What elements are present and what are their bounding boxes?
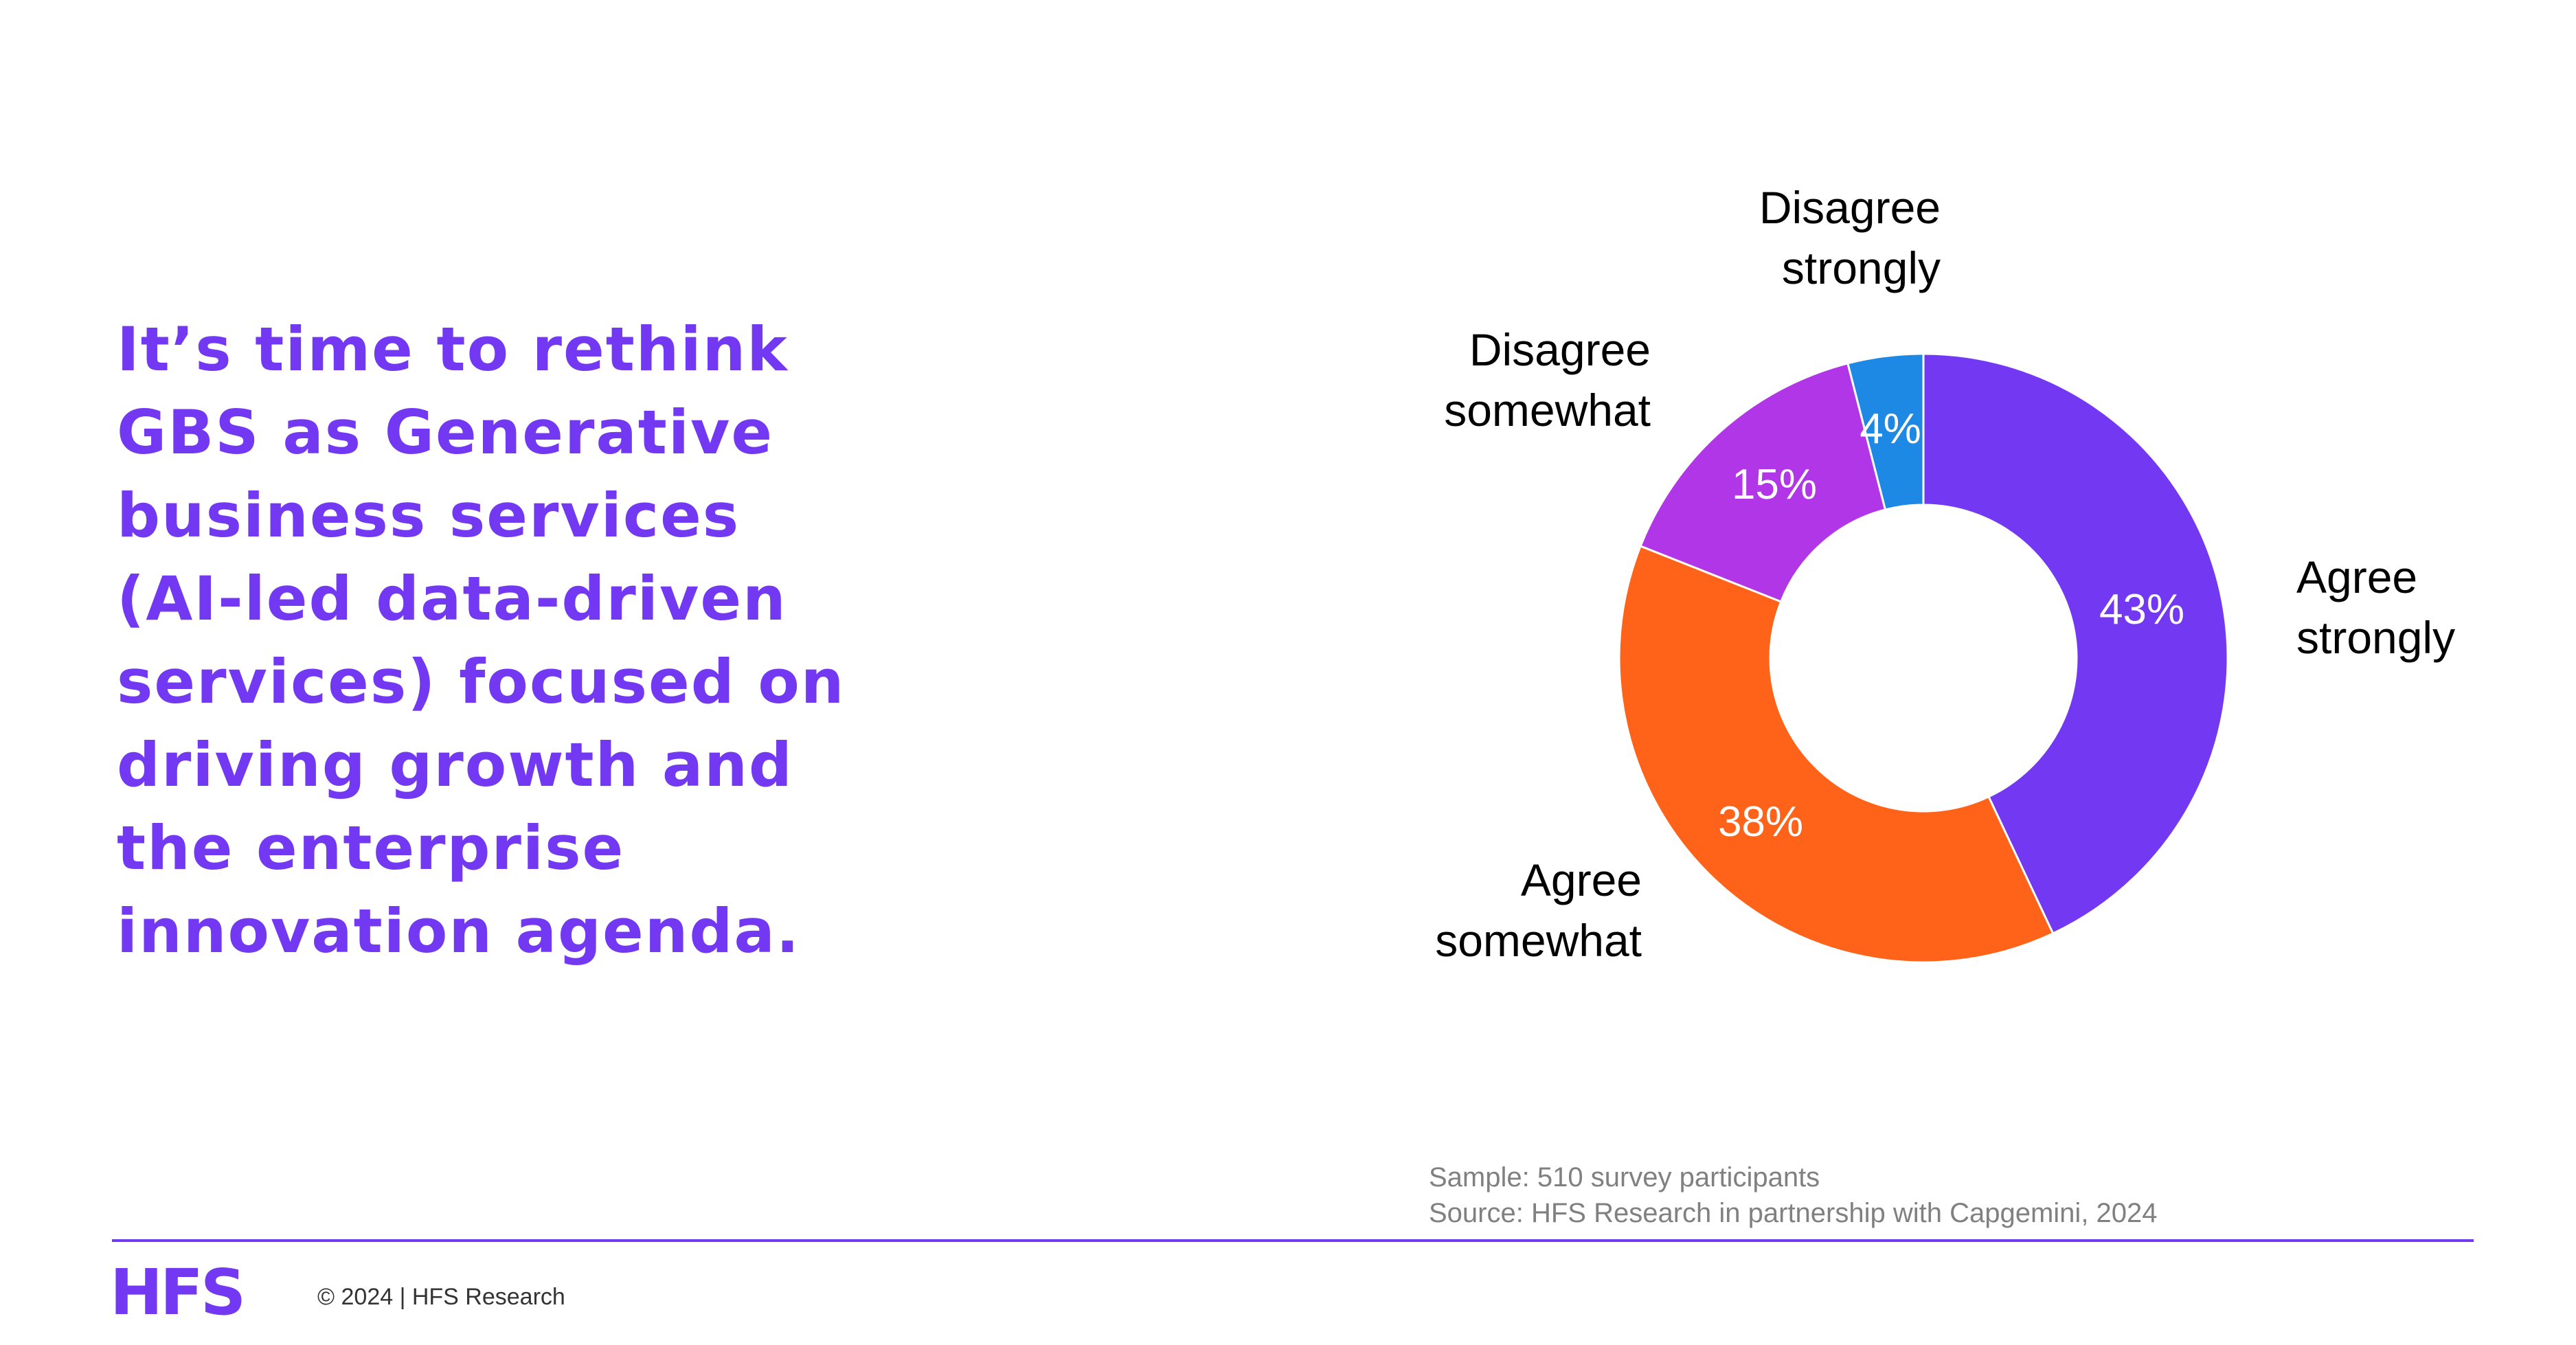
footer-divider [112, 1239, 2474, 1242]
headline-line: GBS as Generative [117, 397, 774, 468]
slice-agree-somewhat [1618, 544, 2055, 964]
sample-note: Sample: 510 survey participants [1429, 1162, 1820, 1193]
source-note: Source: HFS Research in partnership with… [1429, 1198, 2158, 1228]
value-label-agree-strongly: 43% [2099, 586, 2184, 633]
chart-notes: Sample: 510 survey participants Source: … [1429, 1160, 2158, 1231]
headline: It’s time to rethink GBS as Generative b… [117, 308, 1230, 973]
copyright-text: © 2024 | HFS Research [317, 1284, 565, 1310]
value-label-agree-somewhat: 38% [1718, 798, 1803, 846]
headline-line: It’s time to rethink [117, 314, 789, 385]
headline-line: the enterprise [117, 813, 625, 883]
category-label-disagree-somewhat: Disagree somewhat [1444, 324, 1651, 436]
hfs-logo: HFS [110, 1256, 246, 1329]
headline-line: business services [117, 480, 741, 551]
value-label-disagree-somewhat: 15% [1732, 461, 1817, 508]
value-label-disagree-strongly: 4% [1860, 405, 1921, 453]
slice-disagree-somewhat [1639, 362, 1887, 603]
slice-agree-strongly [1922, 352, 2229, 935]
headline-line: innovation agenda. [117, 896, 801, 967]
headline-line: (AI-led data-driven [117, 563, 787, 634]
headline-line: driving growth and [117, 730, 793, 800]
category-label-agree-strongly: Agree strongly [2296, 552, 2455, 663]
headline-line: services) focused on [117, 646, 846, 717]
category-label-agree-somewhat: Agree somewhat [1435, 855, 1642, 966]
slice-disagree-strongly [1846, 352, 1925, 511]
category-label-disagree-strongly: Disagree strongly [1759, 182, 1941, 293]
